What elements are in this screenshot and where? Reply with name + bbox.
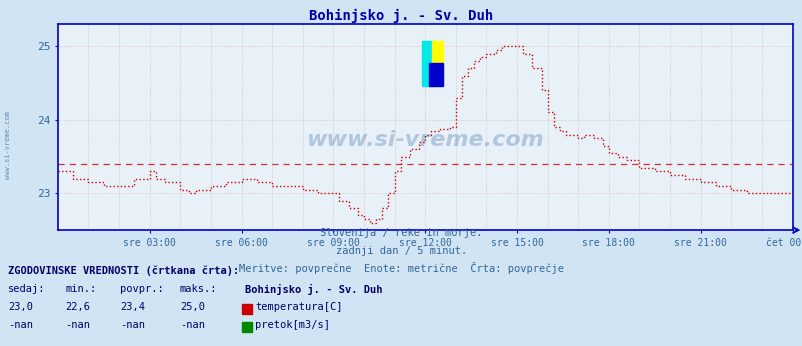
Text: ZGODOVINSKE VREDNOSTI (črtkana črta):: ZGODOVINSKE VREDNOSTI (črtkana črta):	[8, 265, 239, 275]
Bar	[429, 63, 442, 86]
Text: temperatura[C]: temperatura[C]	[255, 302, 342, 312]
Text: www.si-vreme.com: www.si-vreme.com	[306, 129, 544, 149]
Text: sedaj:: sedaj:	[8, 284, 46, 294]
Text: zadnji dan / 5 minut.: zadnji dan / 5 minut.	[335, 246, 467, 256]
Text: pretok[m3/s]: pretok[m3/s]	[255, 320, 330, 330]
Text: -nan: -nan	[65, 320, 90, 330]
Bar	[431, 41, 442, 66]
Text: www.si-vreme.com: www.si-vreme.com	[5, 111, 11, 179]
Text: -nan: -nan	[8, 320, 33, 330]
Text: povpr.:: povpr.:	[119, 284, 164, 294]
Text: 25,0: 25,0	[180, 302, 205, 312]
Text: Bohinjsko j. - Sv. Duh: Bohinjsko j. - Sv. Duh	[245, 284, 382, 295]
Text: Bohinjsko j. - Sv. Duh: Bohinjsko j. - Sv. Duh	[309, 9, 493, 23]
Text: min.:: min.:	[65, 284, 96, 294]
Text: 23,4: 23,4	[119, 302, 145, 312]
Text: Slovenija / reke in morje.: Slovenija / reke in morje.	[320, 228, 482, 238]
Bar	[422, 41, 433, 86]
Text: maks.:: maks.:	[180, 284, 217, 294]
Text: 23,0: 23,0	[8, 302, 33, 312]
Text: 22,6: 22,6	[65, 302, 90, 312]
Text: -nan: -nan	[119, 320, 145, 330]
Text: Meritve: povprečne  Enote: metrične  Črta: povprečje: Meritve: povprečne Enote: metrične Črta:…	[239, 262, 563, 274]
Text: -nan: -nan	[180, 320, 205, 330]
